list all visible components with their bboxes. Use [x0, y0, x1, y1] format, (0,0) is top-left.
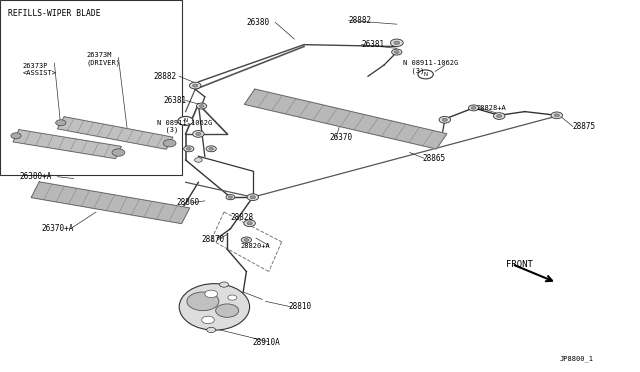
Text: 28870: 28870	[202, 235, 225, 244]
Text: 26373P
<ASSIST>: 26373P <ASSIST>	[22, 63, 56, 76]
Text: JP8800_1: JP8800_1	[560, 356, 594, 362]
Circle shape	[241, 237, 252, 243]
Circle shape	[196, 132, 201, 135]
Circle shape	[250, 196, 255, 199]
Text: 28828+A: 28828+A	[477, 105, 506, 111]
Circle shape	[202, 316, 214, 324]
Circle shape	[497, 115, 502, 118]
Circle shape	[187, 292, 219, 311]
Text: N 08911-1062G
  (3): N 08911-1062G (3)	[403, 60, 458, 74]
Text: 28820+A: 28820+A	[240, 243, 269, 248]
Circle shape	[184, 146, 194, 152]
Circle shape	[216, 304, 239, 317]
Text: 26373M
(DRIVER): 26373M (DRIVER)	[86, 52, 120, 65]
Circle shape	[206, 146, 216, 152]
Circle shape	[189, 82, 201, 89]
Circle shape	[220, 282, 228, 287]
Circle shape	[244, 220, 255, 227]
Circle shape	[394, 41, 400, 44]
Circle shape	[244, 238, 249, 241]
Circle shape	[471, 106, 476, 109]
Text: 26370: 26370	[330, 133, 353, 142]
Circle shape	[205, 290, 218, 298]
Circle shape	[493, 113, 505, 119]
Text: 26381: 26381	[163, 96, 186, 105]
Text: 28810: 28810	[288, 302, 311, 311]
Circle shape	[209, 147, 214, 150]
Circle shape	[112, 149, 125, 156]
Polygon shape	[244, 89, 447, 149]
Circle shape	[195, 158, 202, 162]
Text: N: N	[424, 72, 428, 77]
Text: FRONT: FRONT	[506, 260, 532, 269]
Bar	[0, 0, 182, 175]
Circle shape	[186, 147, 191, 150]
Polygon shape	[58, 117, 173, 149]
Text: N 08911-1062G
  (3): N 08911-1062G (3)	[157, 120, 212, 133]
Text: 28865: 28865	[422, 154, 445, 163]
Text: 28882: 28882	[154, 72, 177, 81]
Ellipse shape	[179, 284, 250, 330]
Text: 26381: 26381	[362, 40, 385, 49]
Circle shape	[199, 105, 204, 108]
Text: 26380: 26380	[246, 18, 269, 27]
Text: 26370+A: 26370+A	[42, 224, 74, 233]
Text: 28910A: 28910A	[253, 338, 280, 347]
Circle shape	[193, 84, 198, 87]
Text: 28875: 28875	[573, 122, 596, 131]
Circle shape	[551, 112, 563, 119]
Text: 26380+A: 26380+A	[19, 172, 52, 181]
Circle shape	[554, 114, 559, 117]
Circle shape	[193, 131, 204, 137]
Circle shape	[247, 194, 259, 201]
Polygon shape	[31, 182, 189, 224]
Circle shape	[394, 51, 399, 54]
Circle shape	[468, 105, 479, 111]
Text: REFILLS-WIPER BLADE: REFILLS-WIPER BLADE	[8, 9, 100, 18]
Circle shape	[247, 222, 252, 225]
Circle shape	[226, 195, 235, 200]
Circle shape	[228, 196, 232, 198]
Circle shape	[56, 120, 66, 126]
Circle shape	[392, 49, 402, 55]
Text: 28882: 28882	[349, 16, 372, 25]
Circle shape	[196, 103, 207, 109]
Circle shape	[439, 116, 451, 123]
Circle shape	[163, 140, 176, 147]
Text: N: N	[184, 118, 188, 124]
Circle shape	[11, 133, 21, 139]
Circle shape	[390, 39, 403, 46]
Circle shape	[418, 70, 433, 79]
Circle shape	[228, 295, 237, 300]
Circle shape	[207, 327, 216, 333]
Polygon shape	[13, 130, 122, 158]
Text: 28860: 28860	[176, 198, 199, 207]
Text: 28828: 28828	[230, 213, 253, 222]
Circle shape	[178, 116, 193, 125]
Circle shape	[442, 118, 447, 121]
